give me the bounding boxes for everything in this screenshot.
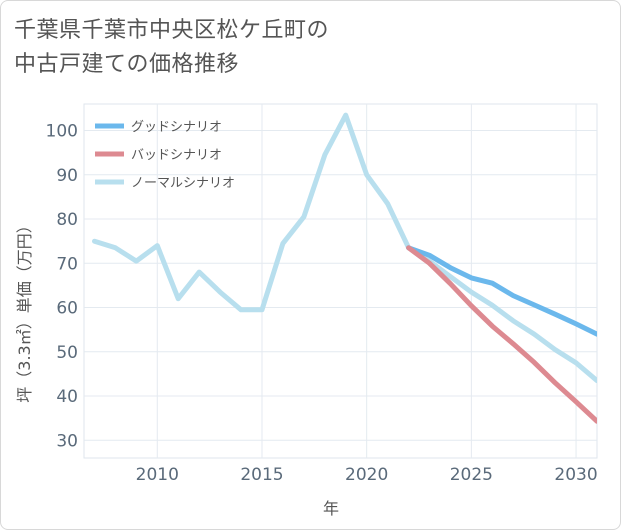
series-line-0 (406, 245, 597, 337)
y-tick-label: 100 (46, 122, 78, 142)
legend-label: グッドシナリオ (131, 120, 222, 135)
y-tick-label: 40 (56, 387, 78, 407)
legend-label: バッドシナリオ (131, 148, 222, 163)
x-tick-label: 2030 (554, 465, 597, 485)
y-tick-label: 70 (56, 254, 78, 274)
x-axis-title: 年 (323, 499, 339, 518)
y-axis-title: 坪（3.3㎡）単価（万円） (15, 217, 34, 402)
axis-ticks: 30 40 50 60 70 80 90 100 2010 2015 2020 2025 2030 (46, 122, 598, 485)
series-line-2 (92, 112, 597, 384)
y-tick-label: 50 (56, 343, 78, 363)
x-tick-label: 2025 (450, 465, 493, 485)
chart-title: 千葉県千葉市中央区松ケ丘町の 中古戸建ての価格推移 (14, 14, 574, 82)
x-tick-label: 2015 (240, 465, 283, 485)
series-lines (92, 112, 597, 424)
title-line-2: 中古戸建ての価格推移 (14, 52, 240, 77)
y-tick-label: 30 (56, 431, 78, 451)
title-line-1: 千葉県千葉市中央区松ケ丘町の (14, 18, 330, 43)
series-line-1 (406, 245, 597, 424)
x-tick-label: 2020 (345, 465, 388, 485)
x-tick-label: 2010 (136, 465, 179, 485)
y-tick-label: 60 (56, 299, 78, 319)
legend-label: ノーマルシナリオ (131, 176, 235, 191)
y-tick-label: 80 (56, 210, 78, 230)
plot-area (83, 103, 598, 459)
y-tick-label: 90 (56, 166, 78, 186)
